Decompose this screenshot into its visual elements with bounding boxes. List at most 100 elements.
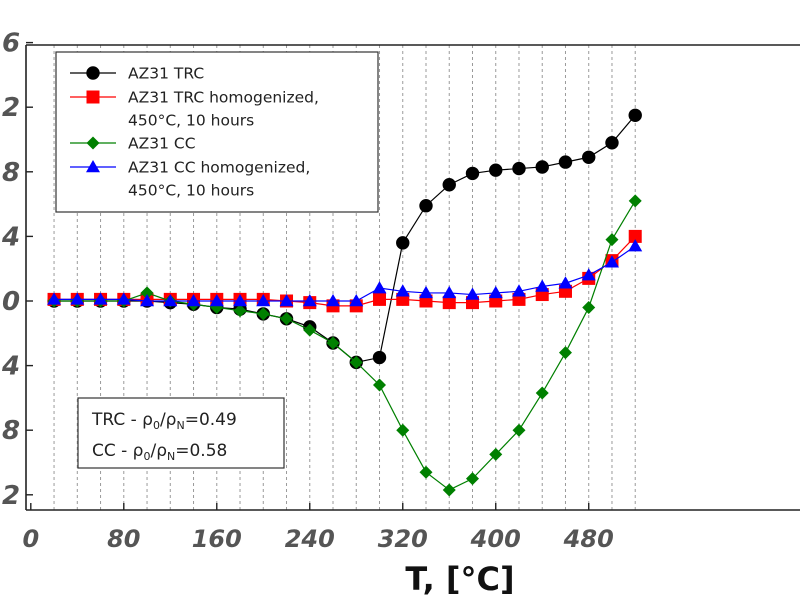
data-point <box>326 336 340 350</box>
annotation-frame <box>77 397 285 469</box>
y-tick-label: 8 <box>2 416 20 446</box>
x-axis-label: T, [°C] <box>405 560 514 598</box>
legend-label: AZ31 CC homogenized, <box>128 159 310 177</box>
y-tick-label: 2 <box>2 481 20 511</box>
legend-label-line2: 450°C, 10 hours <box>128 112 254 130</box>
data-point <box>535 386 549 400</box>
data-point <box>140 294 155 307</box>
x-tick-label: 160 <box>192 525 242 553</box>
data-point <box>372 281 387 294</box>
axes <box>25 41 800 511</box>
x-tick-label: 320 <box>378 525 428 553</box>
legend: AZ31 TRC AZ31 TRC homogenized, 450°C, 10 h… <box>55 51 379 213</box>
data-point <box>605 136 619 150</box>
subscript: N <box>167 450 175 463</box>
legend-label: AZ31 CC <box>128 135 196 153</box>
data-point <box>302 294 317 307</box>
data-point <box>489 163 503 177</box>
subscript: N <box>176 419 184 432</box>
data-point <box>373 378 387 392</box>
data-point <box>70 292 85 305</box>
legend-marker <box>86 66 100 80</box>
data-point <box>256 307 270 321</box>
y-tick-label: 8 <box>2 158 20 188</box>
data-point <box>442 285 457 299</box>
x-tick-label: 80 <box>107 525 140 553</box>
annotation-text: /ρ <box>160 410 177 430</box>
data-point <box>396 236 410 250</box>
data-point <box>605 233 619 247</box>
data-point <box>628 239 643 252</box>
data-point <box>488 285 503 299</box>
annotation-line-1: TRC - ρ0/ρN=0.49 <box>91 410 237 432</box>
data-point <box>233 304 247 318</box>
data-point <box>279 294 294 307</box>
subscript: 0 <box>153 419 160 432</box>
legend-marker <box>86 90 100 104</box>
data-point <box>349 355 363 369</box>
legend-box <box>55 51 379 213</box>
data-point <box>163 294 178 307</box>
data-point <box>419 465 433 479</box>
legend-marker <box>86 136 100 150</box>
data-point <box>419 285 433 299</box>
data-point <box>396 423 410 437</box>
data-point <box>558 155 573 169</box>
annotation-text: =0.58 <box>175 441 227 461</box>
data-point <box>140 286 154 300</box>
annotation-text: /ρ <box>150 441 167 461</box>
subscript: 0 <box>143 450 150 463</box>
y-tick-label: 0 <box>2 287 20 317</box>
data-point <box>511 284 526 297</box>
y-tick-label: 6 <box>2 29 20 59</box>
annotation-text: =0.49 <box>185 410 237 430</box>
data-point <box>535 160 549 174</box>
x-tick-label: 480 <box>563 525 614 553</box>
plot-area <box>47 108 643 497</box>
data-point <box>628 194 642 208</box>
data-point <box>372 350 387 365</box>
data-point <box>349 294 364 307</box>
data-point <box>604 255 619 268</box>
data-point <box>512 423 526 437</box>
y-tick-label: 4 <box>1 352 20 382</box>
data-point <box>558 346 572 360</box>
annotation-text: TRC - ρ <box>91 410 153 430</box>
data-point <box>489 447 503 461</box>
data-point <box>558 276 573 289</box>
data-point <box>465 166 480 181</box>
legend-marker <box>86 160 100 173</box>
data-point <box>373 292 387 306</box>
legend-label: AZ31 TRC <box>128 65 204 83</box>
legend-label-line2: 450°C, 10 hours <box>128 182 254 200</box>
data-point <box>582 300 596 314</box>
data-point <box>47 292 62 305</box>
data-point <box>465 472 479 486</box>
data-point <box>209 294 224 307</box>
data-point <box>395 284 410 297</box>
data-point <box>233 294 248 307</box>
data-point <box>116 292 131 305</box>
x-tick-label: 400 <box>470 525 521 553</box>
annotation-line-2: CC - ρ0/ρN=0.58 <box>92 441 227 463</box>
data-point <box>186 294 201 307</box>
data-point <box>512 161 526 176</box>
data-point <box>582 150 596 164</box>
data-point <box>581 268 596 281</box>
data-point <box>628 108 642 122</box>
data-point <box>303 323 317 337</box>
series-3 <box>47 239 643 307</box>
x-tick-label: 0 <box>22 525 39 553</box>
y-tick-label: 2 <box>2 93 20 123</box>
data-point <box>280 312 294 326</box>
y-tick-label: 4 <box>1 222 20 252</box>
data-point <box>442 296 456 310</box>
annotation-text: CC - ρ <box>92 441 143 461</box>
data-point <box>628 229 642 243</box>
series-layer <box>47 108 643 497</box>
data-point <box>535 279 550 292</box>
x-tick-label: 240 <box>285 525 335 553</box>
